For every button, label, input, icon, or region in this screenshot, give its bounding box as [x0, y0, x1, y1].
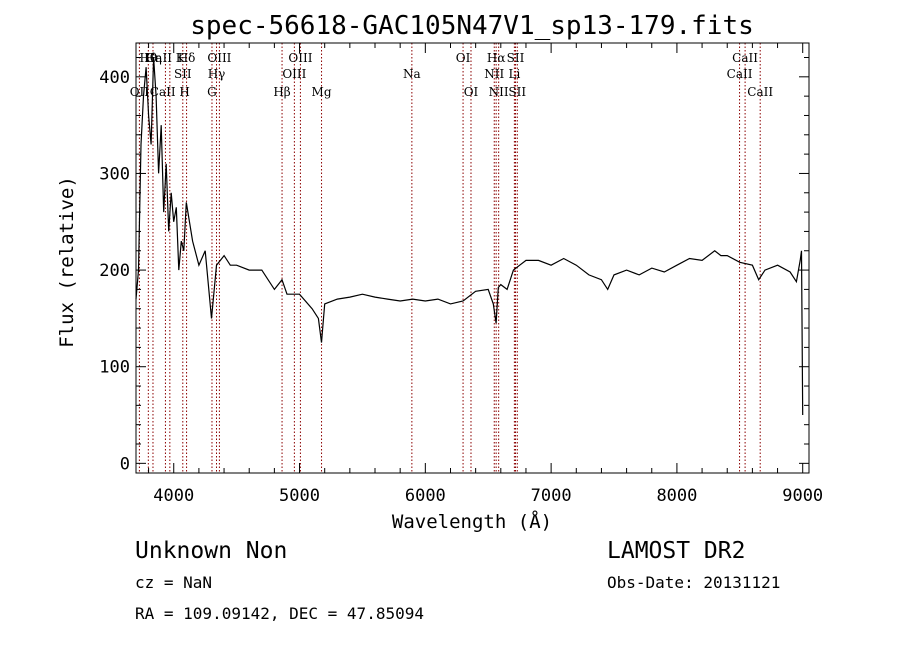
survey-name: LAMOST DR2 — [607, 538, 746, 564]
line-label: CaII K — [146, 51, 186, 65]
line-label: Hγ — [208, 67, 226, 81]
y-tick-label: 0 — [120, 454, 130, 474]
y-tick-label: 100 — [99, 358, 130, 378]
x-tick-label: 6000 — [405, 486, 446, 506]
line-label: CaII — [727, 67, 753, 81]
line-label: G — [207, 85, 217, 99]
line-label: CaII — [747, 85, 773, 99]
plot-frame — [135, 42, 810, 474]
line-label: Mg — [312, 85, 332, 99]
object-class: Unknown Non — [135, 538, 288, 564]
line-label: Hη — [144, 51, 162, 65]
chart-title: spec-56618-GAC105N47V1_sp13-179.fits — [190, 11, 754, 41]
spectrum-line — [135, 57, 804, 416]
x-tick-label: 8000 — [656, 486, 697, 506]
coordinates: RA = 109.09142, DEC = 47.85094 — [135, 604, 424, 623]
x-tick-label: 4000 — [153, 486, 194, 506]
x-tick-label: 9000 — [782, 486, 823, 506]
y-tick-label: 300 — [99, 164, 130, 184]
line-label: Hβ — [273, 85, 290, 99]
line-label: OI — [464, 85, 479, 99]
line-label: SII — [508, 85, 526, 99]
spectral-line-markers — [138, 43, 761, 473]
line-label: Hδ — [178, 51, 196, 65]
y-tick-label: 200 — [99, 261, 130, 281]
y-axis-label: Flux (relative) — [56, 176, 78, 348]
line-label: NII — [489, 85, 509, 99]
y-tick-label: 400 — [99, 68, 130, 88]
line-label: SII — [174, 67, 192, 81]
line-label: Li — [508, 67, 520, 81]
x-tick-label: 5000 — [279, 486, 320, 506]
line-label: OI — [456, 51, 471, 65]
observation-date: Obs-Date: 20131121 — [607, 573, 781, 592]
line-label: Hα — [487, 51, 506, 65]
line-label: OIII — [282, 67, 306, 81]
line-label: CaII — [732, 51, 758, 65]
line-label: Na — [403, 67, 421, 81]
line-label: Hθ — [139, 51, 157, 65]
line-label: CaII H — [150, 85, 190, 99]
line-label: OIII — [288, 51, 312, 65]
line-label: NII — [484, 67, 504, 81]
line-label: OII — [130, 85, 150, 99]
x-axis: 4000 5000 6000 7000 8000 9000 — [148, 43, 823, 506]
line-label: SII — [507, 51, 525, 65]
line-label: OIII — [207, 51, 231, 65]
y-axis: 0 100 200 300 400 — [99, 56, 809, 474]
x-axis-label: Wavelength (Å) — [392, 510, 552, 533]
redshift-value: cz = NaN — [135, 573, 213, 592]
x-tick-label: 7000 — [531, 486, 572, 506]
